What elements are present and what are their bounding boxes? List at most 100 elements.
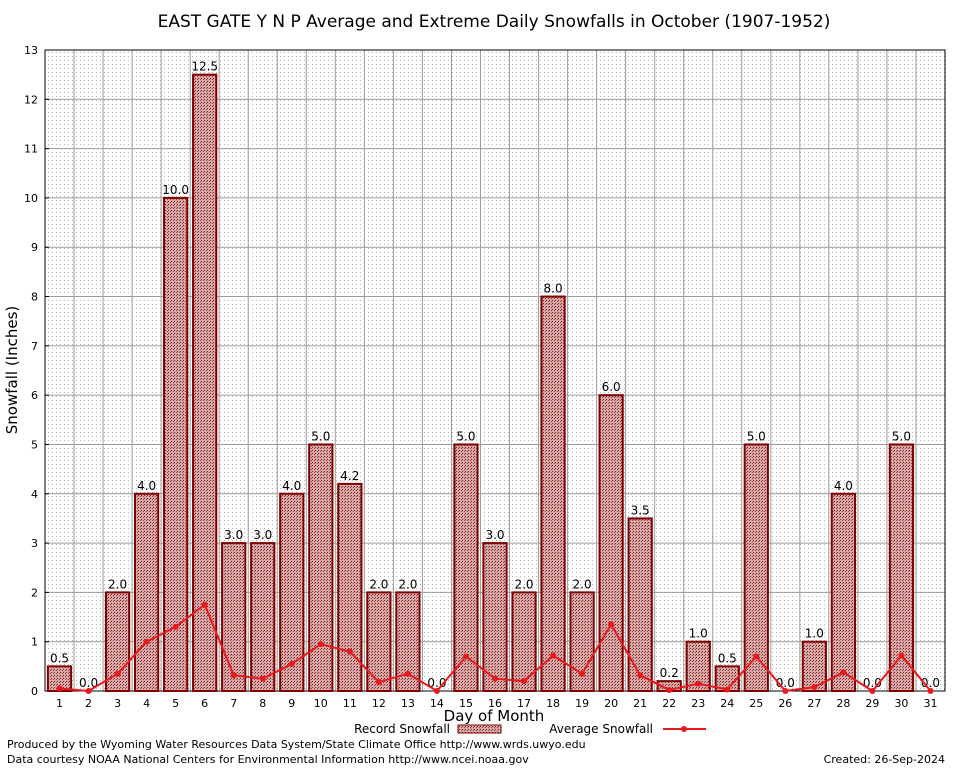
x-tick-label: 14 bbox=[430, 697, 444, 710]
y-tick-label: 5 bbox=[31, 438, 38, 451]
bar-value-label: 0.5 bbox=[718, 651, 737, 665]
y-tick-label: 2 bbox=[31, 586, 38, 599]
average-point bbox=[259, 675, 266, 682]
average-point bbox=[230, 672, 237, 679]
bar-value-label: 0.2 bbox=[660, 666, 679, 680]
average-point bbox=[201, 601, 208, 608]
x-tick-label: 5 bbox=[172, 697, 179, 710]
legend-record-label: Record Snowfall bbox=[354, 722, 450, 736]
x-tick-label: 9 bbox=[288, 697, 295, 710]
bar-value-label: 4.0 bbox=[137, 479, 156, 493]
record-bar bbox=[511, 591, 537, 693]
x-tick-label: 4 bbox=[143, 697, 150, 710]
record-bar bbox=[598, 394, 624, 692]
bar-value-label: 4.2 bbox=[340, 469, 359, 483]
average-point bbox=[404, 670, 411, 677]
average-point bbox=[637, 672, 644, 679]
y-tick-label: 7 bbox=[31, 340, 38, 353]
x-tick-label: 13 bbox=[401, 697, 415, 710]
footer-data-courtesy: Data courtesy NOAA National Centers for … bbox=[7, 753, 529, 766]
y-tick-label: 8 bbox=[31, 291, 38, 304]
bar-value-label: 0.5 bbox=[50, 651, 69, 665]
x-tick-label: 22 bbox=[662, 697, 676, 710]
x-tick-label: 3 bbox=[114, 697, 121, 710]
footer-created: Created: 26-Sep-2024 bbox=[823, 753, 945, 766]
average-point bbox=[811, 684, 818, 691]
x-tick-label: 2 bbox=[85, 697, 92, 710]
average-point bbox=[56, 685, 63, 692]
x-tick-label: 24 bbox=[720, 697, 734, 710]
legend-average-marker bbox=[681, 726, 687, 732]
average-point bbox=[724, 686, 731, 693]
y-tick-label: 0 bbox=[31, 685, 38, 698]
x-tick-label: 6 bbox=[201, 697, 208, 710]
average-point bbox=[143, 638, 150, 645]
bar-value-label: 4.0 bbox=[282, 479, 301, 493]
record-bar bbox=[192, 73, 218, 692]
average-point bbox=[608, 621, 615, 628]
bar-value-label: 2.0 bbox=[369, 577, 388, 591]
average-point bbox=[753, 653, 760, 660]
record-bar bbox=[482, 542, 508, 692]
bar-value-label: 0.0 bbox=[79, 676, 98, 690]
record-bar bbox=[395, 591, 421, 693]
average-point bbox=[695, 680, 702, 687]
bar-value-label: 2.0 bbox=[573, 577, 592, 591]
bar-value-label: 4.0 bbox=[834, 479, 853, 493]
average-point bbox=[782, 688, 789, 694]
average-point bbox=[898, 652, 905, 659]
average-point bbox=[433, 688, 440, 694]
record-bar bbox=[221, 542, 247, 692]
bar-value-label: 6.0 bbox=[602, 380, 621, 394]
legend-average-label: Average Snowfall bbox=[549, 722, 653, 736]
record-bar bbox=[366, 591, 392, 693]
record-bar bbox=[888, 443, 915, 693]
record-bar bbox=[743, 443, 769, 693]
y-tick-label: 4 bbox=[31, 488, 38, 501]
bar-value-label: 5.0 bbox=[747, 429, 766, 443]
x-tick-label: 27 bbox=[807, 697, 821, 710]
bar-value-label: 3.0 bbox=[253, 528, 272, 542]
x-tick-label: 15 bbox=[459, 697, 473, 710]
bar-value-label: 12.5 bbox=[191, 60, 218, 74]
x-tick-label: 7 bbox=[230, 697, 237, 710]
x-tick-label: 20 bbox=[604, 697, 618, 710]
legend: Record Snowfall Average Snowfall bbox=[354, 722, 706, 736]
record-bar bbox=[250, 542, 276, 692]
record-bar bbox=[569, 591, 595, 693]
bar-value-label: 2.0 bbox=[514, 577, 533, 591]
record-bar bbox=[801, 640, 827, 693]
y-tick-label: 6 bbox=[31, 389, 38, 402]
average-point bbox=[869, 688, 876, 694]
x-tick-label: 23 bbox=[691, 697, 705, 710]
record-bar bbox=[830, 492, 856, 692]
average-point bbox=[288, 660, 295, 667]
record-bar bbox=[134, 492, 160, 692]
average-point bbox=[521, 678, 528, 685]
average-point bbox=[579, 670, 586, 677]
x-tick-label: 16 bbox=[488, 697, 502, 710]
bar-value-label: 5.0 bbox=[311, 429, 330, 443]
bar-value-labels: 0.5 0.0 2.0 4.0 10.0 12.5 3.0 3.0 4.0 5.0 4.2 2.0 2.… bbox=[50, 60, 940, 690]
x-tick-label: 18 bbox=[546, 697, 560, 710]
bar-value-label: 8.0 bbox=[544, 282, 563, 296]
chart-title: EAST GATE Y N P Average and Extreme Dail… bbox=[158, 12, 831, 32]
x-tick-label: 11 bbox=[343, 697, 357, 710]
x-tick-label: 31 bbox=[923, 697, 937, 710]
bar-value-label: 5.0 bbox=[892, 429, 911, 443]
average-point bbox=[172, 623, 179, 630]
average-point bbox=[375, 679, 382, 686]
bar-value-label: 3.0 bbox=[485, 528, 504, 542]
x-axis-ticks: 1 2 3 4 5 6 7 8 9 10 11 12 13 14 15 16 17 18 19 20 21 22 23 24 2… bbox=[56, 697, 937, 710]
y-tick-label: 9 bbox=[31, 241, 38, 254]
record-bar bbox=[279, 492, 305, 692]
record-bar bbox=[627, 517, 653, 693]
x-tick-label: 17 bbox=[517, 697, 531, 710]
x-tick-label: 28 bbox=[836, 697, 850, 710]
x-axis-label: Day of Month bbox=[444, 707, 545, 725]
record-bars bbox=[46, 73, 915, 693]
y-tick-label: 3 bbox=[31, 537, 38, 550]
x-tick-label: 26 bbox=[778, 697, 792, 710]
x-tick-label: 10 bbox=[314, 697, 328, 710]
